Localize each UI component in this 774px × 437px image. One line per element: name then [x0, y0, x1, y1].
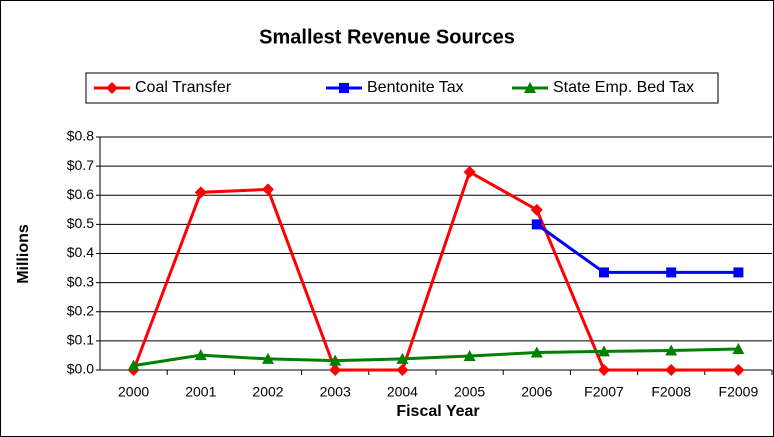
marker	[599, 267, 609, 278]
x-tick-label: F2009	[719, 384, 759, 400]
marker	[666, 267, 677, 278]
marker	[733, 267, 744, 278]
marker	[194, 186, 207, 199]
x-tick-label: 2006	[521, 384, 552, 400]
legend-label: Coal Transfer	[135, 79, 232, 96]
legend-label: Bentonite Tax	[367, 79, 464, 96]
marker	[665, 364, 678, 376]
x-tick-label: 2002	[252, 384, 283, 400]
x-tick-label: 2003	[320, 384, 351, 400]
y-tick-label: $0.5	[67, 215, 94, 231]
y-tick-label: $0.2	[67, 302, 94, 318]
x-tick-label: 2005	[454, 384, 485, 400]
marker	[262, 352, 274, 364]
legend-label: State Emp. Bed Tax	[553, 79, 694, 96]
series-line	[133, 347, 739, 368]
marker	[463, 350, 476, 362]
marker	[262, 183, 274, 196]
x-tick-label: 2004	[387, 384, 418, 400]
marker	[339, 83, 349, 93]
marker	[530, 203, 543, 216]
y-tick-label: $0.4	[67, 244, 94, 260]
marker	[194, 349, 207, 361]
marker	[598, 364, 610, 376]
x-tick-label: 2000	[118, 384, 149, 400]
marker	[531, 219, 542, 230]
y-tick-label: $0.3	[67, 273, 94, 289]
marker	[329, 364, 342, 376]
y-tick-label: $0.8	[67, 128, 94, 144]
y-tick-label: $0.0	[67, 361, 94, 377]
y-tick-label: $0.1	[67, 332, 94, 348]
marker	[127, 359, 140, 371]
y-axis-title: Millions	[15, 224, 32, 284]
marker	[396, 364, 409, 376]
x-axis-title: Fiscal Year	[396, 403, 479, 420]
marker	[463, 165, 476, 178]
legend-box	[85, 72, 719, 104]
marker	[106, 82, 118, 94]
series-line	[535, 223, 739, 274]
marker	[598, 345, 610, 357]
y-tick-label: $0.7	[67, 157, 94, 173]
marker	[524, 82, 536, 93]
marker	[396, 352, 409, 364]
marker	[732, 364, 745, 376]
x-tick-label: 2001	[185, 384, 216, 400]
chart-title: Smallest Revenue Sources	[259, 26, 515, 48]
x-tick-label: F2007	[584, 384, 624, 400]
marker	[665, 344, 678, 356]
marker	[530, 346, 543, 358]
y-tick-label: $0.6	[67, 186, 94, 202]
marker	[329, 354, 342, 366]
series-line	[132, 169, 739, 372]
x-tick-label: F2008	[651, 384, 691, 400]
marker	[732, 343, 745, 355]
